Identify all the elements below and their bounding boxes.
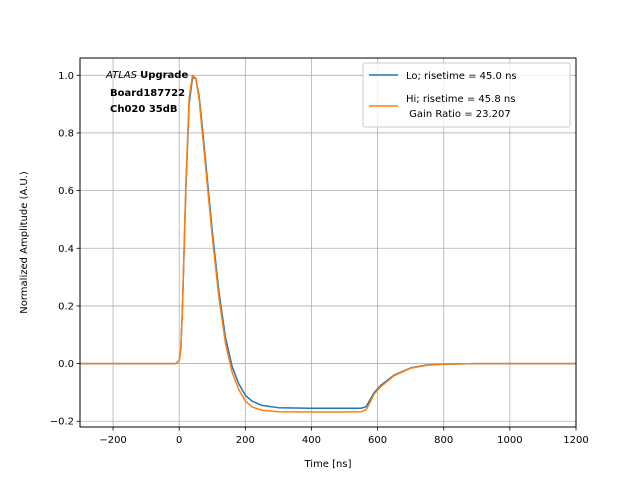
x-axis-label: Time [ns] (303, 459, 351, 470)
annotation-line-2: Board187722 (110, 88, 185, 99)
x-tick-label: 800 (434, 435, 453, 446)
x-tick-label: 400 (302, 435, 321, 446)
x-tick-label: 1000 (497, 435, 522, 446)
y-tick-label: 0.2 (58, 301, 74, 312)
y-tick-label: 0.8 (58, 128, 74, 139)
x-tick-label: 1200 (563, 435, 588, 446)
legend-label-lo: Lo; risetime = 45.0 ns (406, 71, 517, 82)
legend-box (362, 62, 571, 128)
y-tick-label: −0.2 (50, 417, 74, 428)
y-tick-label: 0.0 (58, 359, 74, 370)
y-axis-label: Normalized Amplitude (A.U.) (19, 171, 30, 314)
annotation-line-3: Ch020 35dB (110, 104, 178, 115)
series-line-hi (80, 74, 576, 413)
x-tick-label: 0 (176, 435, 182, 446)
axes-frame (79, 57, 577, 428)
y-tick-label: 1.0 (58, 71, 74, 82)
x-tick-label: −200 (99, 435, 126, 446)
annotation: ATLAS Upgrade Board187722 Ch020 35dB (105, 70, 188, 115)
legend: Lo; risetime = 45.0 ns Hi; risetime = 45… (362, 62, 571, 128)
legend-label-hi: Hi; risetime = 45.8 ns Gain Ratio = 23.2… (406, 94, 515, 120)
series-layer (80, 74, 576, 413)
x-tick-label: 600 (368, 435, 387, 446)
y-tick-label: 0.6 (58, 186, 74, 197)
ticks: −200 0 200 400 600 800 1000 1200 −0.2 0.0 0.2 0.4 0.… (50, 71, 589, 446)
annotation-atlas: ATLAS (105, 70, 138, 81)
annotation-line-1: ATLAS Upgrade (105, 70, 188, 81)
annotation-upgrade: Upgrade (140, 70, 188, 81)
x-tick-label: 200 (236, 435, 255, 446)
y-tick-label: 0.4 (58, 244, 74, 255)
